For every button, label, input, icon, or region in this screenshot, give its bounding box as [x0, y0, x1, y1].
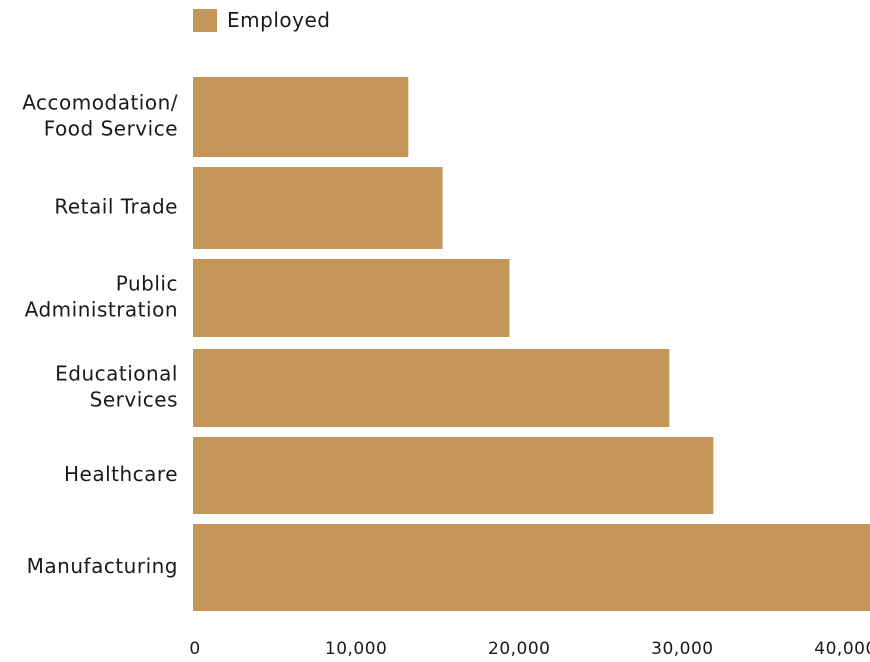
x-tick-label: 30,000: [651, 639, 713, 658]
bar: [193, 349, 670, 427]
bar: [193, 437, 714, 514]
bar: [193, 524, 870, 611]
bar: [193, 259, 510, 337]
bar: [193, 167, 443, 249]
x-tick-label: 20,000: [488, 639, 550, 658]
category-label: Public Administration: [25, 272, 178, 322]
legend: Employed: [193, 8, 330, 32]
x-tick-label: 40,000: [814, 639, 870, 658]
category-label: Accomodation/Food Service: [22, 91, 178, 141]
category-label: Healthcare: [64, 462, 178, 486]
x-tick-label: 10,000: [325, 639, 387, 658]
bar: [193, 77, 409, 157]
category-label: Manufacturing: [27, 554, 178, 578]
category-label: Retail Trade: [54, 195, 178, 219]
legend-swatch: [193, 8, 217, 32]
x-tick-label: 0: [189, 639, 200, 658]
category-label: Educational Services: [55, 362, 178, 412]
legend-label: Employed: [227, 8, 331, 32]
